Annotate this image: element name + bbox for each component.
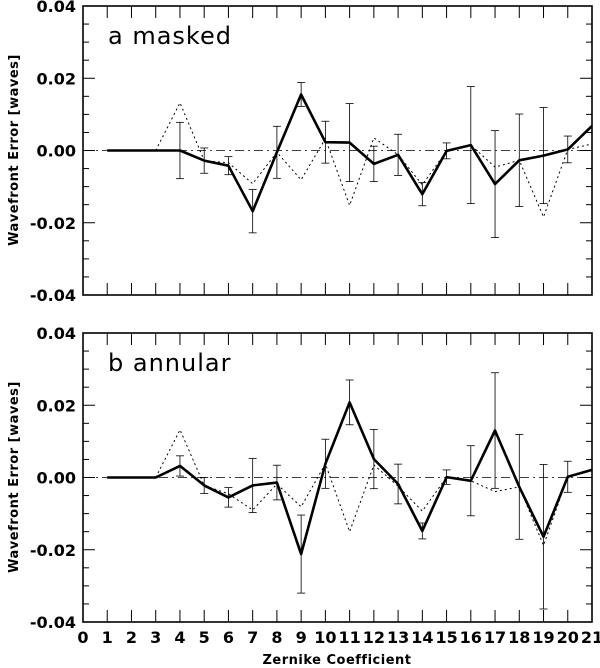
x-tick-label: 17 [484,628,506,647]
y-tick-label: -0.04 [30,286,76,305]
y-axis-label: Wavefront Error [waves] [7,381,22,573]
y-ticks: -0.04 -0.02 0.00 0.02 0.04 [30,0,592,305]
y-tick-label: 0.04 [37,0,76,16]
y-tick-label: -0.02 [30,541,76,560]
dotted-series-line [155,429,593,546]
x-tick-label: 2 [126,628,137,647]
solid-series-line [107,401,593,556]
x-axis-label: Zernike Coefficient [262,653,411,668]
x-tick-label: 8 [271,628,282,647]
error-bars [175,82,572,238]
x-tick-label: 16 [460,628,482,647]
panel-title: b annular [108,349,231,377]
solid-series-line [107,93,593,213]
series-lines [107,401,593,556]
x-tick-label: 10 [314,628,336,647]
panel-a-masked: a masked Wavefront Error [waves] -0.04-0… [7,0,593,305]
panel-b-annular: b annular Wavefront Error [waves] -0.04-… [7,324,600,647]
x-tick-label: 9 [296,628,307,647]
x-tick-label: 19 [532,628,554,647]
x-tick-label: 13 [387,628,409,647]
x-tick-marks [82,6,593,295]
y-tick-label: -0.04 [30,613,76,632]
x-tick-label: 11 [338,628,360,647]
y-tick-label: 0.04 [37,324,76,343]
y-tick-label: -0.02 [30,214,76,233]
x-tick-labels: 0 1 2 3 4 5 6 7 8 9 10 11 12 13 14 15 16 17 18 19 20 21 [77,628,600,647]
error-bars [175,372,572,610]
x-tick-label: 5 [199,628,210,647]
x-tick-label: 18 [508,628,530,647]
x-tick-label: 4 [174,628,185,647]
x-tick-label: 14 [411,628,433,647]
y-tick-label: 0.00 [37,469,76,488]
x-tick-label: 15 [435,628,457,647]
x-tick-label: 1 [102,628,113,647]
panel-title: a masked [108,22,232,50]
x-tick-label: 3 [150,628,161,647]
y-ticks: -0.04 -0.02 0.00 0.02 0.04 [30,324,592,632]
x-tick-marks [82,333,593,622]
y-tick-label: 0.02 [37,396,76,415]
series-lines [107,93,593,218]
y-axis-label: Wavefront Error [waves] [7,54,22,246]
y-tick-label: 0.02 [37,69,76,88]
x-tick-label: 7 [247,628,258,647]
x-tick-label: 0 [77,628,88,647]
x-tick-label: 6 [223,628,234,647]
x-tick-label: 21 [581,628,600,647]
y-tick-label: 0.00 [37,142,76,161]
dotted-series-line [155,102,593,218]
x-tick-label: 20 [557,628,579,647]
x-tick-label: 12 [363,628,385,647]
